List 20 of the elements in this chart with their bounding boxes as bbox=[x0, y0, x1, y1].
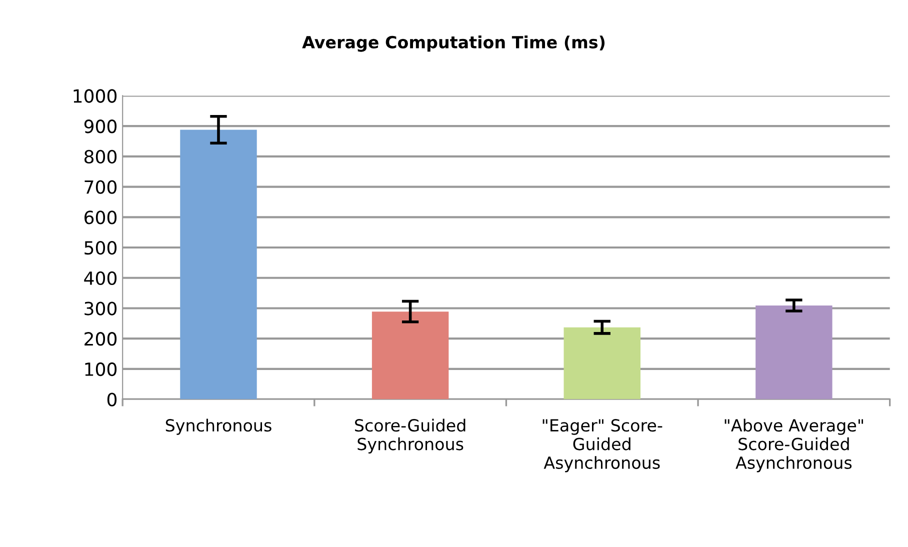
bar bbox=[564, 327, 640, 400]
y-tick-label: 300 bbox=[84, 302, 117, 316]
y-tick-label: 800 bbox=[84, 150, 117, 164]
y-tick-label: 900 bbox=[84, 120, 117, 134]
y-tick-label: 600 bbox=[84, 210, 117, 224]
x-tick-label: Synchronous bbox=[166, 418, 272, 435]
x-tick-label: "Eager" Score- Guided Asynchronous bbox=[542, 419, 662, 472]
y-tick-label: 500 bbox=[84, 240, 117, 255]
x-tick-label: "Above Average" Score-Guided Asynchronous bbox=[724, 418, 864, 472]
bar bbox=[756, 306, 832, 400]
y-tick-label: 0 bbox=[107, 392, 117, 406]
x-tick-label: Score-Guided Synchronous bbox=[354, 418, 466, 454]
y-tick-label: 200 bbox=[84, 332, 117, 346]
bar bbox=[372, 312, 449, 400]
chart-title: Average Computation Time (ms) bbox=[302, 36, 605, 52]
y-tick-label: 1000 bbox=[74, 89, 117, 103]
y-tick-label: 700 bbox=[84, 180, 117, 194]
y-tick-label: 100 bbox=[85, 362, 117, 376]
y-tick-label: 400 bbox=[84, 271, 117, 285]
bar bbox=[180, 130, 257, 400]
